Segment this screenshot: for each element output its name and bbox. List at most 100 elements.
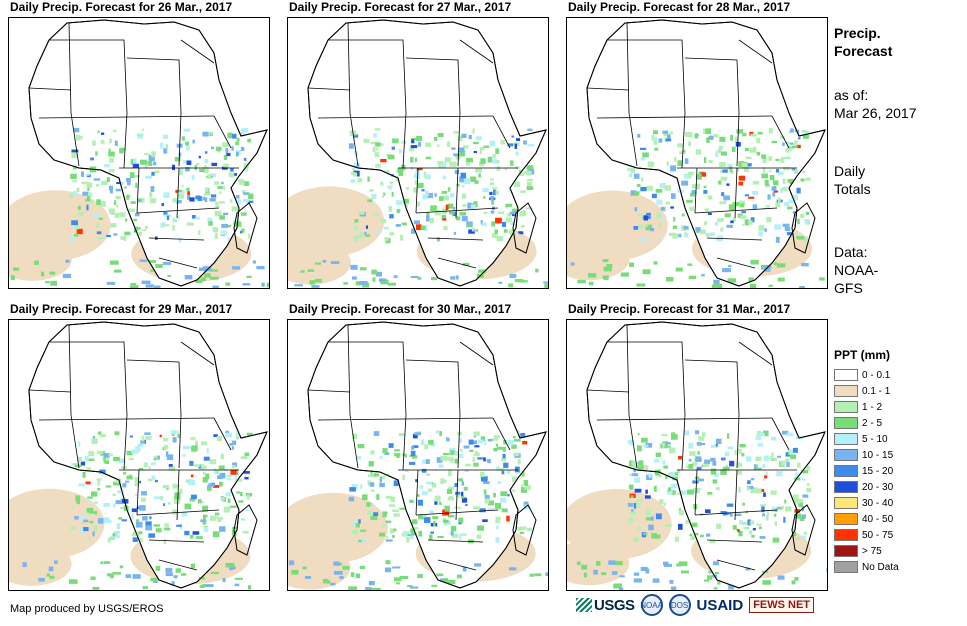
coastline — [28, 321, 268, 589]
country-border — [455, 167, 459, 219]
country-border — [126, 359, 182, 416]
heading-line-1: Precip. — [834, 25, 881, 41]
forecast-panel-6: Daily Precip. Forecast for 31 Mar., 2017 — [566, 302, 828, 591]
country-border — [684, 359, 740, 416]
legend-swatch — [834, 449, 858, 461]
country-border — [459, 39, 494, 64]
country-border — [706, 237, 763, 241]
country-border — [28, 389, 72, 393]
country-border — [70, 112, 80, 167]
country-border — [49, 39, 128, 114]
data-line-3: GFS — [834, 280, 863, 296]
country-border — [123, 112, 128, 169]
coastline — [307, 19, 547, 287]
dry-area — [288, 240, 351, 285]
legend-item: 15 - 20 — [834, 463, 899, 479]
madagascar-outline — [233, 504, 258, 556]
country-border — [136, 509, 220, 516]
panel-title: Daily Precip. Forecast for 31 Mar., 2017 — [568, 302, 791, 316]
legend-title: PPT (mm) — [834, 348, 891, 362]
country-border — [716, 257, 756, 269]
data-line-1: Data: — [834, 244, 868, 260]
heading-line-2: Forecast — [834, 43, 893, 59]
country-border — [415, 509, 499, 516]
legend-swatch — [834, 385, 858, 397]
panel-title: Daily Precip. Forecast for 26 Mar., 2017 — [10, 0, 233, 14]
madagascar-outline — [512, 504, 537, 556]
country-border — [70, 414, 80, 469]
country-border — [176, 167, 180, 219]
country-border — [307, 389, 351, 393]
country-border — [681, 414, 686, 471]
precip-field — [289, 430, 548, 590]
precip-field — [10, 128, 269, 288]
country-border — [405, 57, 461, 114]
forecast-map — [8, 319, 270, 591]
legend-label: 0 - 0.1 — [862, 369, 891, 381]
country-border — [28, 87, 72, 91]
country-border — [347, 324, 351, 416]
country-border — [586, 87, 630, 91]
precip-field — [22, 430, 253, 590]
coastline — [28, 19, 268, 287]
dry-area — [9, 488, 105, 559]
panel-title: Daily Precip. Forecast for 29 Mar., 2017 — [10, 302, 233, 316]
country-border — [347, 22, 351, 114]
africa-map — [9, 321, 268, 590]
panel-title: Daily Precip. Forecast for 30 Mar., 2017 — [289, 302, 512, 316]
country-border — [136, 207, 220, 214]
madagascar-outline — [791, 202, 816, 254]
dry-area — [288, 186, 385, 257]
country-border — [178, 414, 182, 469]
asof-date: Mar 26, 2017 — [834, 105, 917, 121]
legend-label: > 75 — [862, 545, 882, 557]
totals-line-1: Daily — [834, 163, 866, 179]
country-border — [405, 359, 461, 416]
forecast-panel-3: Daily Precip. Forecast for 28 Mar., 2017 — [566, 0, 828, 289]
country-border — [136, 469, 140, 516]
country-border — [349, 414, 359, 469]
legend-swatch — [834, 369, 858, 381]
africa-map — [567, 321, 827, 590]
dry-area — [288, 492, 388, 563]
legend-swatch — [834, 529, 858, 541]
country-border — [126, 57, 182, 114]
legend-item: 0 - 0.1 — [834, 367, 899, 383]
dry-area — [9, 541, 72, 586]
country-border — [148, 539, 205, 543]
africa-map — [288, 19, 548, 288]
africa-map — [567, 19, 826, 288]
country-border — [684, 57, 740, 114]
legend-label: 2 - 5 — [862, 417, 883, 429]
country-border — [437, 257, 477, 269]
madagascar-outline — [233, 202, 258, 254]
country-border — [626, 22, 630, 114]
dry-area — [567, 236, 630, 281]
legend-swatch — [834, 465, 858, 477]
legend-label: 50 - 75 — [862, 529, 894, 541]
country-border — [213, 417, 232, 451]
usgs-wave-icon — [576, 598, 592, 612]
credit-text: Map produced by USGS/EROS — [10, 603, 164, 615]
sidebar-heading: Precip. Forecast — [834, 24, 892, 60]
country-border — [694, 207, 778, 214]
legend-swatch — [834, 401, 858, 413]
africa-map — [288, 321, 548, 590]
asof-label: as of: — [834, 87, 869, 103]
country-border — [607, 39, 686, 114]
legend-label: 15 - 20 — [862, 465, 894, 477]
forecast-panel-5: Daily Precip. Forecast for 30 Mar., 2017 — [287, 302, 549, 591]
country-border — [738, 39, 773, 64]
forecast-map — [287, 319, 549, 591]
panel-title: Daily Precip. Forecast for 28 Mar., 2017 — [568, 0, 791, 14]
country-border — [694, 509, 778, 516]
country-border — [158, 257, 198, 269]
legend-label: 10 - 15 — [862, 449, 894, 461]
legend-swatch — [834, 481, 858, 493]
country-border — [49, 341, 128, 416]
precip-field — [570, 128, 825, 288]
country-border — [402, 112, 407, 169]
legend-item: 2 - 5 — [834, 415, 899, 431]
asof-block: as of: Mar 26, 2017 — [834, 86, 917, 122]
noaa-logo: NOAA — [640, 594, 663, 616]
